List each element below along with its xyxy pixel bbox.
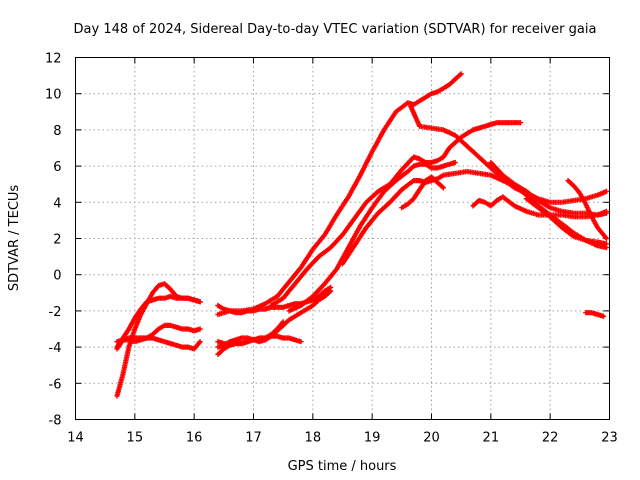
series-track-19 (583, 310, 607, 319)
y-tick-label: 12 (45, 52, 62, 67)
x-tick-label: 21 (483, 431, 500, 446)
series-track-11 (286, 159, 458, 314)
series-track-8 (215, 288, 334, 350)
data-points (215, 288, 334, 350)
data-points (114, 335, 203, 352)
x-tick-label: 22 (542, 431, 559, 446)
y-axis-label: SDTVAR / TECUs (7, 185, 22, 292)
series-track-10 (268, 120, 524, 309)
data-points (399, 174, 446, 211)
data-points (286, 159, 458, 314)
x-axis-label: GPS time / hours (288, 459, 397, 474)
plot-frame (75, 57, 610, 420)
data-points (488, 159, 610, 218)
data-points (565, 178, 610, 242)
y-tick-label: -8 (49, 414, 62, 429)
series-track-14 (399, 174, 446, 211)
data-marks (114, 71, 610, 399)
y-tick-label: 0 (53, 269, 61, 284)
x-tick-label: 23 (601, 431, 618, 446)
x-tick-label: 19 (364, 431, 381, 446)
y-tick-label: -2 (49, 305, 62, 320)
data-points (268, 120, 524, 309)
axis-ticks: 14 15 16 17 18 19 20 21 22 23 -8 -6 -4 -2 0 2 4 6 8 10 12 (45, 52, 618, 446)
y-tick-label: 6 (53, 160, 61, 175)
data-points (215, 71, 464, 318)
data-points (583, 310, 607, 319)
x-tick-label: 14 (67, 431, 84, 446)
y-tick-label: -4 (49, 341, 62, 356)
series-track-4 (114, 335, 203, 352)
x-tick-label: 16 (186, 431, 203, 446)
series-track-9 (215, 71, 464, 318)
x-tick-label: 17 (245, 431, 262, 446)
x-tick-label: 15 (127, 431, 144, 446)
series-track-16 (488, 159, 610, 218)
y-tick-label: -6 (49, 377, 62, 392)
chart-title: Day 148 of 2024, Sidereal Day-to-day VTE… (74, 22, 597, 37)
series-track-18 (565, 178, 610, 242)
series-track-17 (523, 196, 610, 247)
x-tick-label: 18 (305, 431, 322, 446)
data-points (523, 196, 610, 247)
y-tick-label: 8 (53, 124, 61, 139)
y-tick-label: 10 (45, 88, 62, 103)
y-tick-label: 2 (53, 233, 61, 248)
grid (75, 57, 610, 420)
y-tick-label: 4 (53, 196, 61, 211)
x-tick-label: 20 (423, 431, 440, 446)
